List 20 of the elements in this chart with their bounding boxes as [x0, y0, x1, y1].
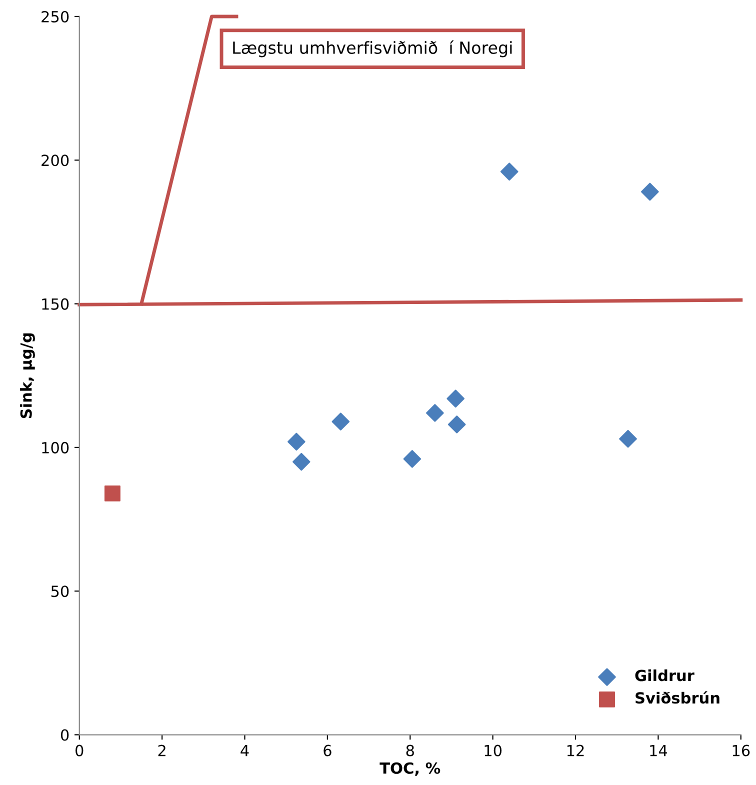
x-tick-label: 8: [406, 744, 414, 756]
y-axis-title: Sink, µg/g: [20, 333, 35, 418]
y-tick-label: 0: [60, 729, 69, 741]
x-tick-label: 0: [76, 744, 84, 756]
x-tick-label: 14: [650, 744, 668, 756]
x-tick-label: 2: [158, 744, 166, 756]
y-tick-label: 250: [42, 10, 69, 23]
x-tick-label: 10: [484, 744, 502, 756]
y-tick-label: 150: [42, 298, 69, 310]
x-tick-label: 4: [240, 744, 249, 756]
y-tick-label: 100: [42, 442, 69, 454]
y-tick-label: 50: [51, 586, 69, 598]
y-tick-label: 200: [42, 154, 69, 166]
legend-label: Sviðsbrún: [636, 691, 720, 704]
x-axis-title: TOC, %: [380, 762, 440, 776]
x-tick-label: 6: [324, 744, 332, 756]
legend-label: Gildrur: [635, 669, 694, 682]
x-tick-label: 16: [732, 744, 750, 756]
x-tick-label: 12: [567, 744, 584, 756]
annotation: Lægstu umhverfisviðmið í Noregi: [233, 40, 512, 58]
